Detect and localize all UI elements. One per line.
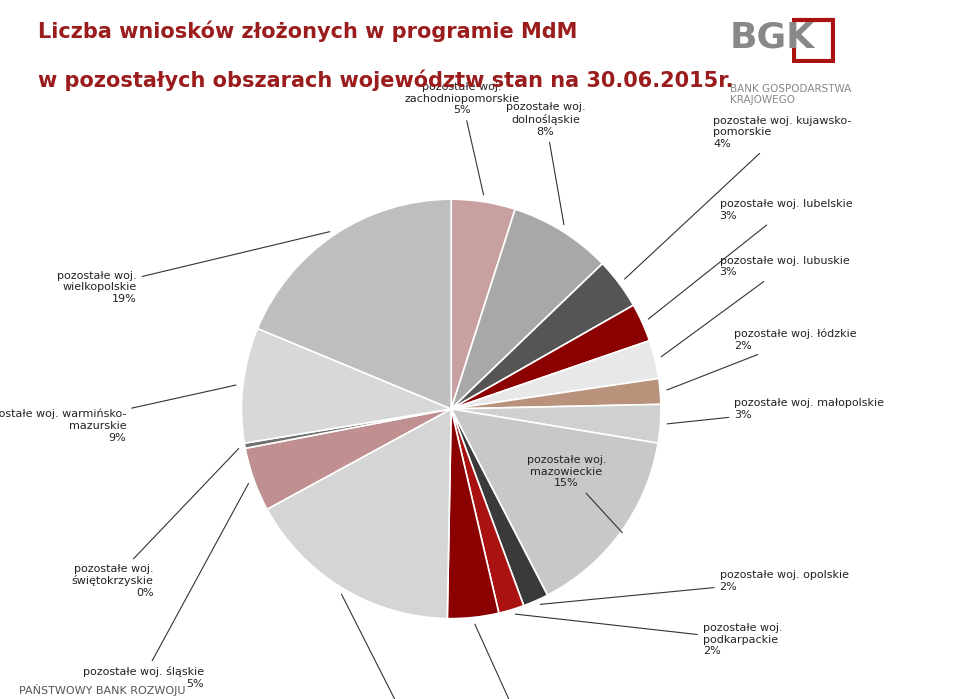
Text: pozostałe woj. opolskie
2%: pozostałe woj. opolskie 2% [540,570,849,605]
Text: pozostałe woj. kujawsko-
pomorskie
4%: pozostałe woj. kujawsko- pomorskie 4% [625,115,852,279]
Text: pozostałe woj. łódzkie
2%: pozostałe woj. łódzkie 2% [667,329,857,390]
Wedge shape [451,409,547,605]
Text: pozostałe woj. śląskie
5%: pozostałe woj. śląskie 5% [83,484,249,689]
Wedge shape [451,404,660,443]
Text: pozostałe woj. podlaskie
4%: pozostałe woj. podlaskie 4% [456,624,592,699]
Wedge shape [451,378,660,409]
Text: BANK GOSPODARSTWA
KRAJOWEGO: BANK GOSPODARSTWA KRAJOWEGO [730,84,851,106]
Text: w pozostałych obszarach województw stan na 30.06.2015r.: w pozostałych obszarach województw stan … [38,70,733,92]
Text: pozostałe woj. lubuskie
3%: pozostałe woj. lubuskie 3% [661,256,850,356]
Text: PAŃSTWOWY BANK ROZWOJU: PAŃSTWOWY BANK ROZWOJU [19,684,185,696]
Text: pozostałe woj. lubelskie
3%: pozostałe woj. lubelskie 3% [648,199,852,319]
Text: pozostałe woj.
wielkopolskie
19%: pozostałe woj. wielkopolskie 19% [57,231,329,304]
Wedge shape [451,340,659,409]
Text: pozostałe woj.
podkarpackie
2%: pozostałe woj. podkarpackie 2% [516,614,782,656]
Wedge shape [451,209,603,409]
Text: pozostałe woj.
mazowieckie
15%: pozostałe woj. mazowieckie 15% [527,455,622,533]
Text: pozostałe woj. pomorskie
17%: pozostałe woj. pomorskie 17% [342,594,491,699]
Wedge shape [242,329,451,443]
Text: pozostałe woj.
świętokrzyskie
0%: pozostałe woj. świętokrzyskie 0% [72,449,239,598]
Text: Liczba wniosków złożonych w programie MdM: Liczba wniosków złożonych w programie Md… [38,21,578,43]
Text: pozostałe woj.
dolnośląskie
8%: pozostałe woj. dolnośląskie 8% [506,102,586,224]
Text: pozostałe woj. małopolskie
3%: pozostałe woj. małopolskie 3% [667,398,884,424]
Wedge shape [257,199,451,409]
Text: pozostałe woj.
zachodniopomorskie
5%: pozostałe woj. zachodniopomorskie 5% [404,82,519,195]
Wedge shape [245,409,451,510]
Wedge shape [451,409,658,595]
Wedge shape [451,409,524,613]
Wedge shape [451,199,516,409]
Wedge shape [451,305,650,409]
Text: pozostałe woj. warmińsko-
mazurskie
9%: pozostałe woj. warmińsko- mazurskie 9% [0,385,236,442]
Wedge shape [447,409,499,619]
Wedge shape [451,264,634,409]
Text: BGK: BGK [730,21,815,55]
Wedge shape [267,409,451,619]
Wedge shape [245,409,451,448]
